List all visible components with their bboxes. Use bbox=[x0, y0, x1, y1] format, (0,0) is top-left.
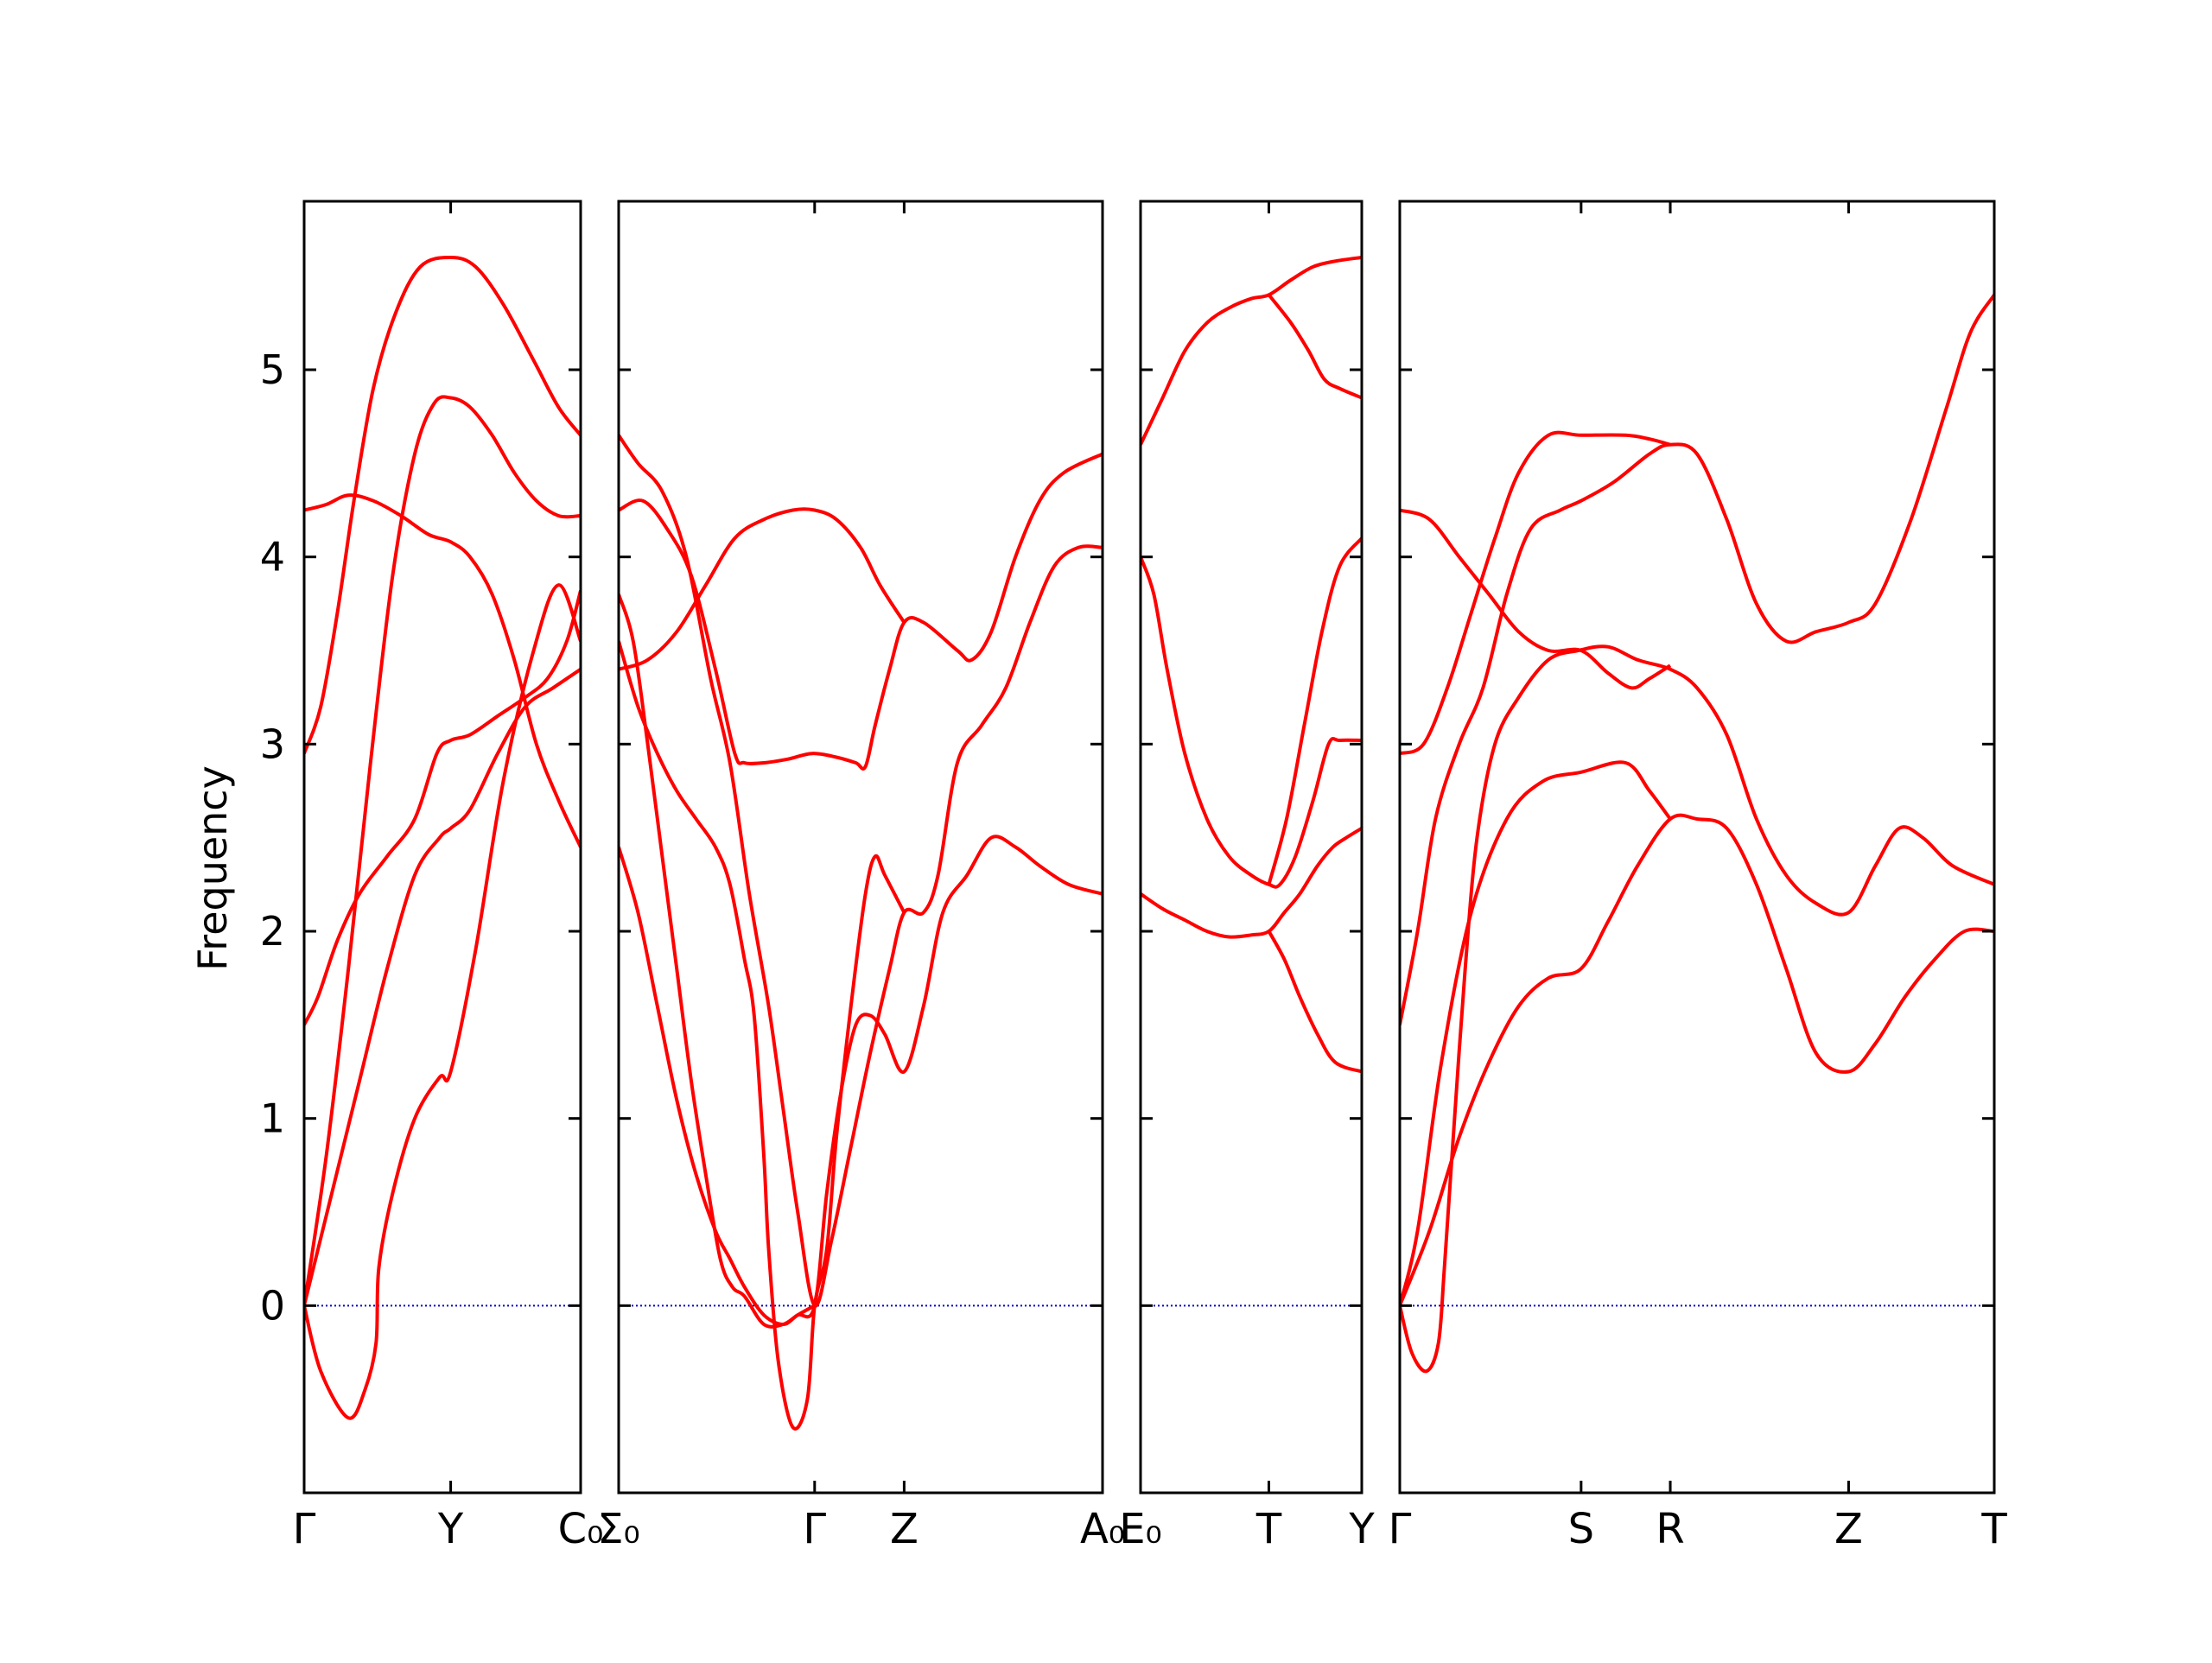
x-tick-label: Z bbox=[890, 1505, 918, 1553]
x-tick-label: Γ bbox=[1389, 1505, 1412, 1553]
tick-marks bbox=[302, 201, 1996, 1493]
band-line bbox=[619, 835, 1103, 1326]
x-tick-label: T bbox=[1980, 1505, 2007, 1553]
x-tick-label: Y bbox=[437, 1505, 464, 1553]
x-tick-label: Γ bbox=[803, 1505, 826, 1553]
x-tick-label: Z bbox=[1834, 1505, 1863, 1553]
band-line bbox=[619, 434, 1103, 1308]
band-line bbox=[1267, 536, 1362, 885]
x-tick-label: T bbox=[1255, 1505, 1282, 1553]
y-tick-label: 4 bbox=[260, 534, 285, 581]
y-tick-label: 2 bbox=[260, 908, 285, 955]
panel-frame bbox=[302, 200, 582, 1495]
y-tick-label: 3 bbox=[260, 720, 285, 767]
band-line bbox=[304, 493, 581, 848]
band-line bbox=[1400, 813, 1994, 1307]
band-line bbox=[1400, 430, 1671, 756]
panel-frames bbox=[302, 200, 1996, 1495]
y-tick-label: 1 bbox=[260, 1095, 285, 1142]
panel-frame bbox=[1398, 200, 1996, 1495]
x-tick-label: C₀ bbox=[558, 1505, 604, 1553]
y-tick-label: 5 bbox=[260, 346, 285, 393]
band-lines bbox=[304, 256, 1994, 1431]
band-line bbox=[304, 256, 581, 754]
band-line bbox=[1141, 555, 1362, 889]
band-line bbox=[1267, 294, 1362, 400]
x-tick-label: R bbox=[1656, 1505, 1684, 1553]
y-axis-label: Frequency bbox=[189, 765, 236, 971]
band-line bbox=[1400, 294, 1994, 1025]
y-tick-label: 0 bbox=[260, 1282, 285, 1329]
panel-frame bbox=[617, 200, 1104, 1495]
x-tick-label: E₀ bbox=[1119, 1505, 1162, 1553]
band-line bbox=[304, 395, 581, 1306]
panel-frame bbox=[1139, 200, 1363, 1495]
x-tick-label: A₀ bbox=[1080, 1505, 1125, 1553]
band-line bbox=[1267, 930, 1362, 1074]
band-line bbox=[1141, 827, 1362, 939]
band-line bbox=[1400, 760, 1672, 1306]
x-tick-label: S bbox=[1568, 1505, 1594, 1553]
x-tick-label: Γ bbox=[293, 1505, 316, 1553]
band-line bbox=[304, 590, 581, 1026]
band-line bbox=[619, 640, 906, 1431]
band-line bbox=[1141, 256, 1362, 446]
band-line bbox=[1400, 644, 1994, 1374]
x-tick-label: Y bbox=[1348, 1505, 1375, 1553]
band-line bbox=[304, 583, 581, 1420]
band-line bbox=[619, 507, 906, 671]
band-line bbox=[1400, 508, 1672, 690]
x-tick-label: Σ₀ bbox=[597, 1505, 640, 1553]
band-line bbox=[619, 452, 1103, 771]
